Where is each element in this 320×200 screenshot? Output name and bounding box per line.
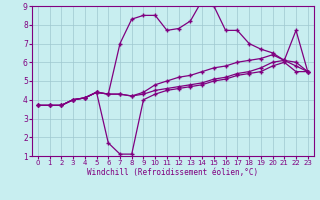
X-axis label: Windchill (Refroidissement éolien,°C): Windchill (Refroidissement éolien,°C) (87, 168, 258, 177)
